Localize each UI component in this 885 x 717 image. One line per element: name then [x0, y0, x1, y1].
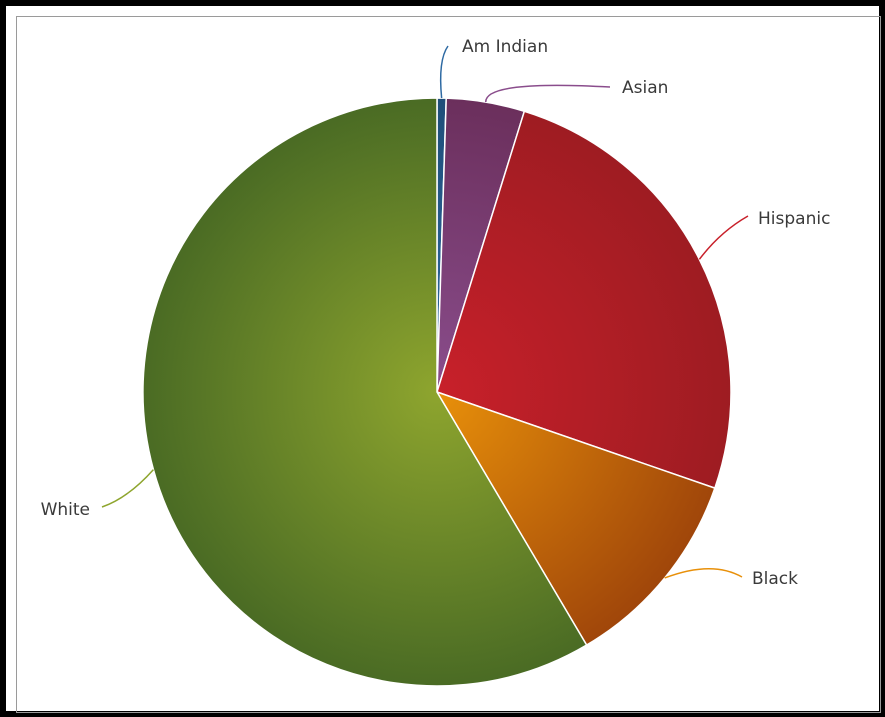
- slice-label-hispanic: Hispanic: [758, 209, 830, 229]
- leader-line-white: [101, 469, 154, 508]
- leader-lines-layer: [101, 45, 749, 579]
- leader-line-hispanic: [698, 215, 749, 260]
- slice-label-am-indian: Am Indian: [462, 37, 548, 57]
- slice-label-white: White: [41, 500, 90, 520]
- chart-inner-border: [16, 16, 881, 713]
- leader-line-black: [664, 567, 743, 579]
- slice-label-black: Black: [752, 569, 798, 589]
- slices-layer: [142, 97, 732, 687]
- slice-label-asian: Asian: [622, 78, 668, 98]
- labels-layer: Am Indian Asian Hispanic Black White: [41, 37, 831, 589]
- pie-slice-hispanic[interactable]: [436, 110, 732, 490]
- pie-slice-black[interactable]: [435, 390, 716, 647]
- leader-line-am-indian: [439, 45, 449, 99]
- leader-line-asian: [484, 84, 611, 103]
